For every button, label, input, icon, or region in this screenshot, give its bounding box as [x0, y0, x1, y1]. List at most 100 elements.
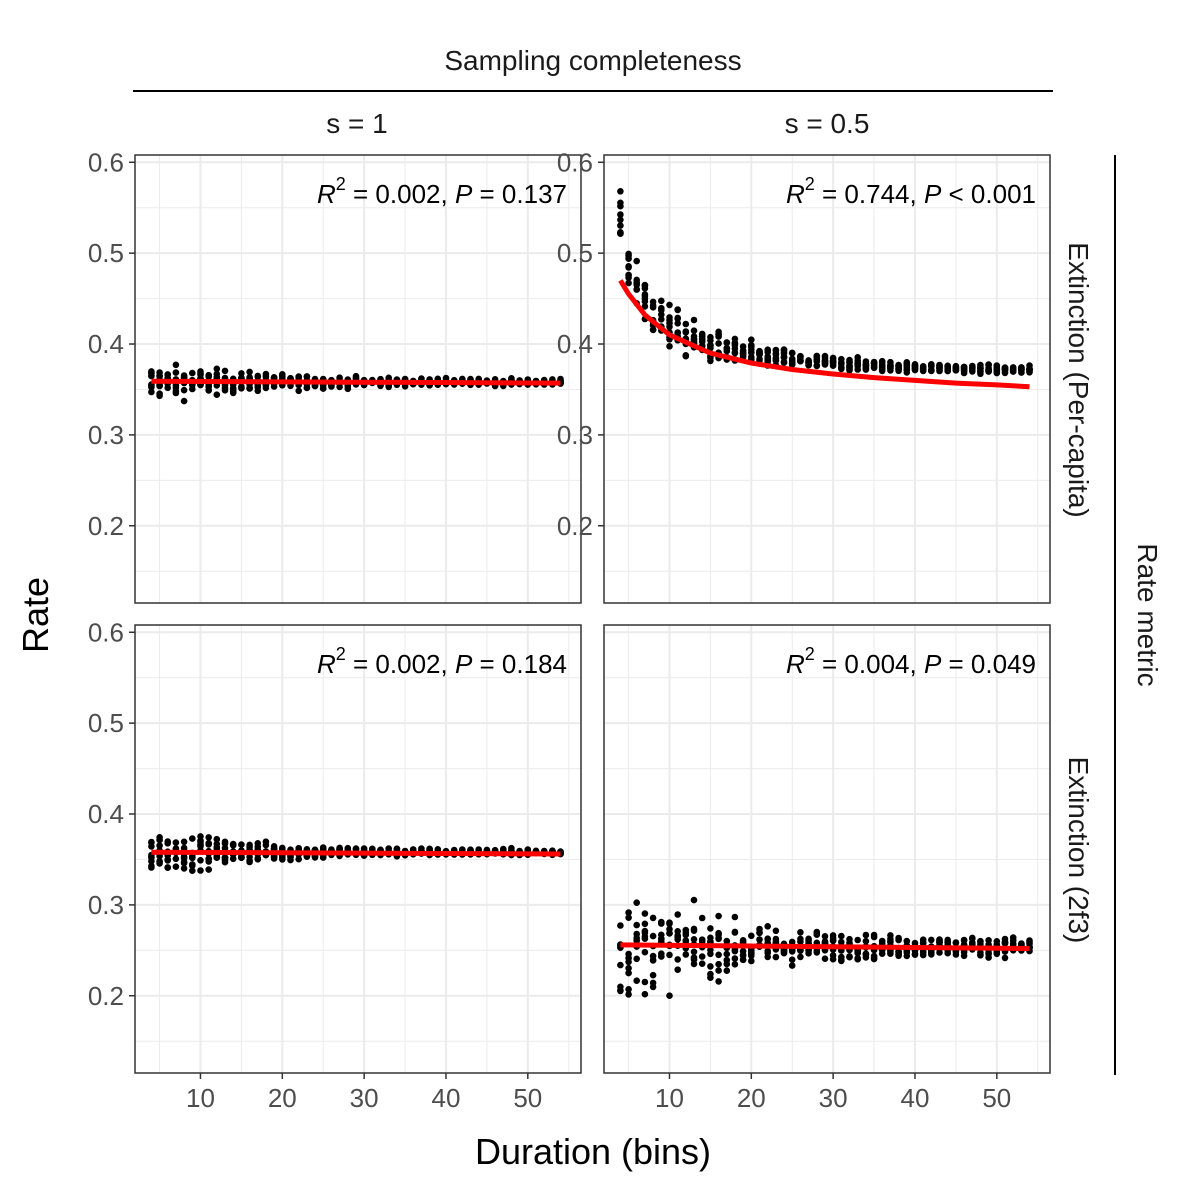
data-point [878, 362, 886, 370]
data-point [189, 835, 196, 842]
data-point [666, 951, 673, 959]
data-point [813, 357, 821, 365]
data-point [508, 375, 515, 382]
data-point [928, 936, 935, 944]
data-point [723, 950, 731, 958]
data-point [813, 948, 821, 955]
data-point [205, 839, 212, 847]
data-point [205, 373, 212, 381]
data-point [1026, 937, 1033, 944]
data-point [180, 865, 188, 872]
data-point [821, 361, 829, 368]
data-point [625, 252, 632, 260]
data-point [829, 932, 837, 939]
data-point [666, 920, 673, 928]
data-point [205, 858, 212, 865]
data-point [919, 940, 927, 947]
data-point [172, 855, 180, 863]
data-point [723, 967, 731, 974]
data-point [715, 934, 722, 942]
data-point [180, 859, 188, 867]
data-point [960, 952, 968, 960]
data-point [682, 352, 690, 359]
data-point [197, 370, 204, 377]
data-point [682, 937, 690, 944]
data-point [172, 387, 180, 395]
data-point [936, 363, 943, 370]
data-point [772, 347, 780, 354]
data-point [617, 222, 624, 229]
data-point [944, 938, 951, 946]
data-point [180, 397, 188, 405]
data-point [213, 391, 221, 399]
data-point [172, 369, 180, 376]
data-point [862, 931, 870, 939]
data-point [205, 383, 212, 391]
data-point [295, 855, 303, 863]
data-point [625, 914, 632, 921]
data-point [985, 361, 992, 368]
data-point [633, 286, 640, 293]
data-point [813, 930, 821, 937]
data-point [846, 356, 853, 364]
data-point [977, 938, 984, 945]
data-point [641, 910, 649, 917]
data-point [960, 364, 968, 372]
data-point [148, 372, 155, 379]
data-point [156, 390, 163, 398]
data-point [707, 341, 714, 349]
data-point [854, 949, 861, 956]
data-point [895, 952, 902, 960]
y-tick-label: 0.4 [88, 329, 124, 359]
data-point [731, 349, 739, 356]
data-point [862, 937, 870, 945]
data-point [254, 384, 262, 391]
data-point [254, 854, 262, 862]
data-point [764, 356, 771, 364]
data-point [666, 343, 673, 350]
data-point [739, 352, 747, 359]
data-point [715, 960, 722, 968]
data-point [666, 929, 673, 937]
data-point [625, 969, 632, 977]
data-point [698, 335, 706, 343]
data-point [189, 861, 196, 868]
data-point [197, 833, 204, 840]
y-tick-label: 0.6 [88, 617, 124, 647]
data-point [666, 323, 673, 331]
data-point [205, 834, 212, 841]
data-point [180, 853, 188, 861]
data-point [903, 366, 911, 374]
data-point [641, 933, 649, 940]
data-point [690, 327, 698, 335]
data-point [723, 339, 731, 346]
data-point [625, 964, 632, 972]
y-tick-label: 0.6 [557, 147, 593, 177]
data-point [838, 365, 845, 373]
y-tick-label: 0.5 [557, 238, 593, 268]
data-point [617, 188, 624, 195]
panel-2: 0.2 0.3 0.4 0.5 0.6 R2 = 0.744, P < 0.001 [557, 147, 1051, 604]
data-point [666, 301, 673, 309]
data-point [780, 348, 788, 356]
data-point [772, 927, 780, 935]
data-point [1009, 368, 1017, 375]
data-point [846, 366, 853, 373]
fit-line [151, 849, 561, 857]
data-point [674, 966, 681, 973]
data-point [952, 939, 960, 947]
data-point [164, 864, 171, 871]
data-point [862, 360, 870, 368]
data-point [229, 841, 237, 849]
x-tick-label: 50 [513, 1083, 542, 1113]
x-tick-label: 10 [186, 1083, 215, 1113]
data-point [723, 344, 731, 352]
data-point [969, 939, 976, 946]
data-point [969, 934, 976, 942]
column-label-s1: s = 1 [326, 108, 387, 139]
data-point [674, 936, 681, 943]
data-point [633, 899, 640, 906]
data-point [1001, 366, 1009, 374]
data-point [952, 364, 960, 372]
data-point [213, 374, 221, 381]
